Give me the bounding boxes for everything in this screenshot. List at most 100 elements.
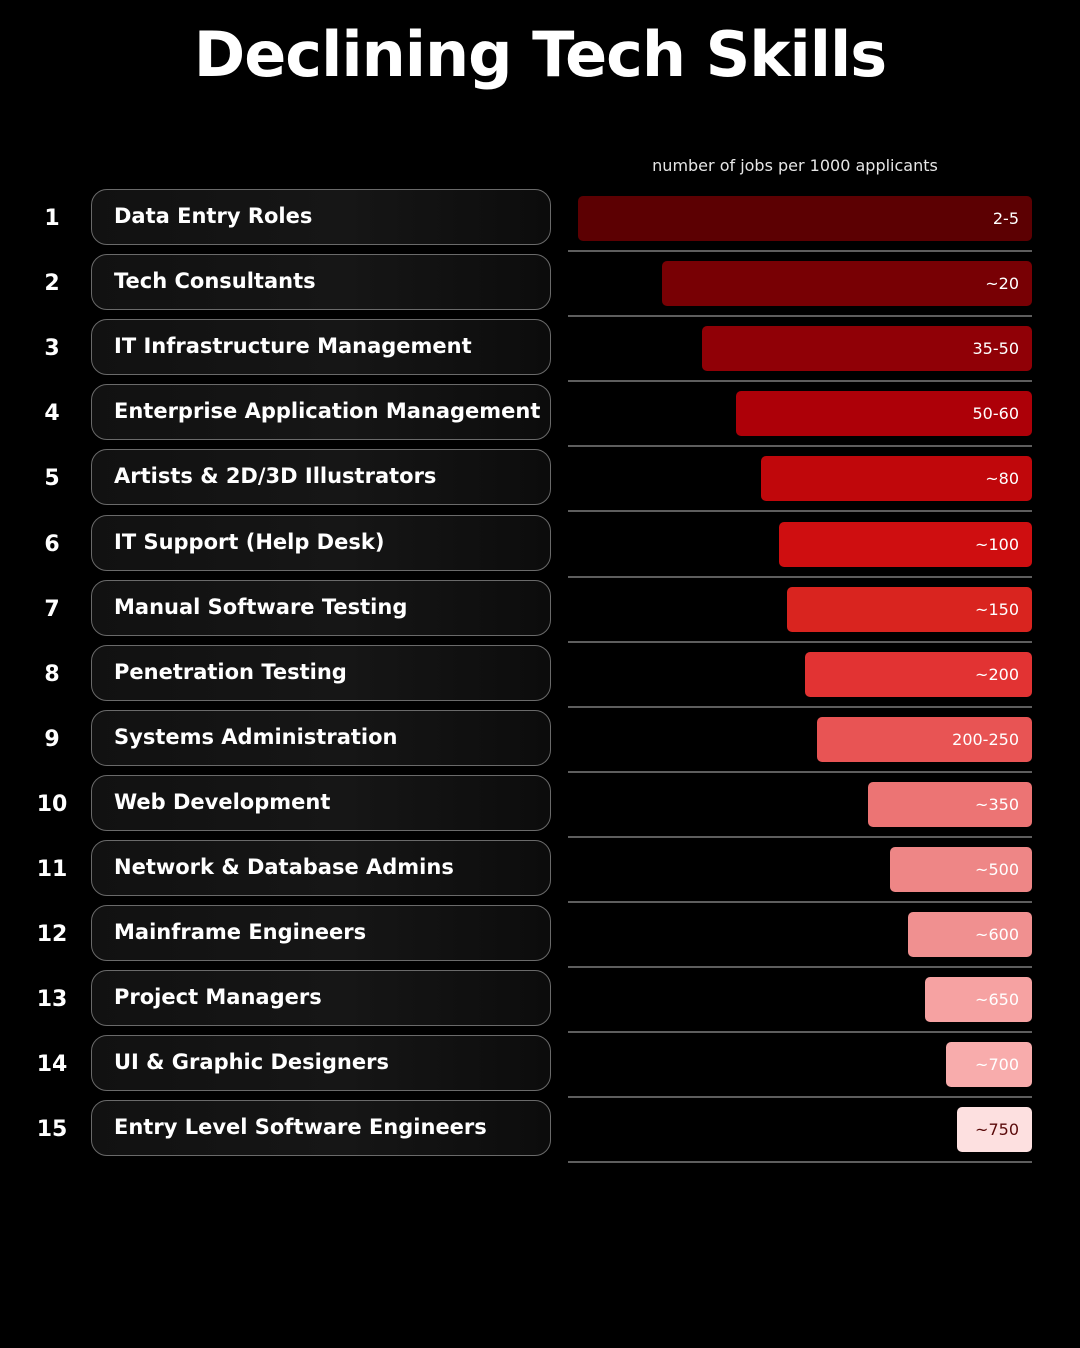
chart-row: 1 Data Entry Roles 2-5 <box>0 189 1080 254</box>
bar-value-label: 200-250 <box>952 729 1019 749</box>
category-pill: Penetration Testing <box>91 644 551 701</box>
chart-title: Declining Tech Skills <box>193 18 887 91</box>
category-label: Entry Level Software Engineers <box>114 1115 487 1140</box>
category-pill: IT Support (Help Desk) <box>91 514 551 571</box>
rank-number: 3 <box>44 336 60 362</box>
bar-baseline <box>568 380 1032 383</box>
bar-baseline <box>568 770 1032 773</box>
bar-baseline <box>568 1031 1032 1034</box>
bar-baseline <box>568 966 1032 969</box>
category-label: Data Entry Roles <box>114 204 313 228</box>
category-label: UI & Graphic Designers <box>114 1050 389 1075</box>
category-pill: Manual Software Testing <box>91 579 551 636</box>
bar-value-label: ~80 <box>985 469 1019 489</box>
bar-baseline <box>568 835 1032 838</box>
category-label: Tech Consultants <box>114 269 316 294</box>
bar-baseline <box>568 1096 1032 1099</box>
rank-number: 9 <box>44 726 60 752</box>
bar-value-label: 50-60 <box>972 404 1020 424</box>
bar: ~200 <box>805 651 1032 697</box>
bar: ~350 <box>868 781 1032 827</box>
category-label: Systems Administration <box>114 724 398 749</box>
category-pill: Systems Administration <box>91 709 551 766</box>
bar: ~80 <box>761 456 1032 502</box>
rank-number: 12 <box>36 922 68 948</box>
bar-value-label: ~200 <box>975 664 1019 684</box>
bar-baseline <box>568 705 1032 708</box>
category-label: Web Development <box>114 789 331 814</box>
category-label: Network & Database Admins <box>114 855 454 879</box>
bar: 35-50 <box>702 326 1032 372</box>
category-pill: Data Entry Roles <box>91 189 551 245</box>
category-pill: Enterprise Application Management <box>91 384 551 441</box>
bar-value-label: ~650 <box>975 990 1019 1010</box>
bar-baseline <box>568 315 1032 318</box>
bar-value-label: ~700 <box>975 1055 1019 1075</box>
bar: ~20 <box>662 261 1032 307</box>
bar-baseline <box>568 1161 1032 1164</box>
category-pill: Mainframe Engineers <box>91 905 551 962</box>
bar: ~500 <box>890 847 1032 892</box>
bar-value-label: ~100 <box>975 534 1019 554</box>
bar-value-label: ~150 <box>975 599 1019 619</box>
bar: 200-250 <box>817 716 1032 762</box>
chart-row: 9 Systems Administration 200-250 <box>0 709 1080 775</box>
rank-number: 11 <box>36 857 68 882</box>
bar-baseline <box>568 575 1032 578</box>
rank-number: 8 <box>44 661 60 687</box>
category-pill: Network & Database Admins <box>91 840 551 896</box>
bar-value-label: ~500 <box>975 860 1019 879</box>
chart-row: 13 Project Managers ~650 <box>0 970 1080 1035</box>
chart-row: 3 IT Infrastructure Management 35-50 <box>0 319 1080 384</box>
bar: ~150 <box>787 586 1032 632</box>
chart-row: 11 Network & Database Admins ~500 <box>0 840 1080 905</box>
bar-baseline <box>568 445 1032 448</box>
bar-baseline <box>568 640 1032 643</box>
bar: ~650 <box>925 977 1032 1023</box>
category-pill: UI & Graphic Designers <box>91 1035 551 1092</box>
chart-row: 14 UI & Graphic Designers ~700 <box>0 1035 1080 1100</box>
category-label: Project Managers <box>114 985 322 1010</box>
bar-value-label: ~350 <box>975 794 1019 814</box>
bar-value-label: ~600 <box>975 925 1019 945</box>
bar-baseline <box>568 901 1032 903</box>
chart-row: 15 Entry Level Software Engineers ~750 <box>0 1100 1080 1165</box>
chart-row: 10 Web Development ~350 <box>0 774 1080 840</box>
rank-number: 15 <box>36 1117 68 1143</box>
chart-row: 4 Enterprise Application Management 50-60 <box>0 384 1080 449</box>
chart-row: 12 Mainframe Engineers ~600 <box>0 905 1080 970</box>
rank-number: 7 <box>44 596 60 622</box>
category-pill: Project Managers <box>91 970 551 1027</box>
bar-value-label: ~20 <box>985 274 1019 294</box>
bar: 50-60 <box>736 391 1032 437</box>
category-label: IT Support (Help Desk) <box>114 529 385 554</box>
bar: ~750 <box>957 1107 1032 1153</box>
category-pill: IT Infrastructure Management <box>91 319 551 376</box>
rank-number: 2 <box>44 271 60 297</box>
category-label: Enterprise Application Management <box>114 399 541 424</box>
bar: ~700 <box>946 1042 1032 1088</box>
category-pill: Web Development <box>91 774 551 831</box>
rank-number: 4 <box>44 401 60 427</box>
rank-number: 14 <box>36 1052 68 1078</box>
bar-baseline <box>568 250 1032 252</box>
bar: ~100 <box>779 521 1032 567</box>
rank-number: 1 <box>44 206 60 231</box>
bar: ~600 <box>908 912 1032 958</box>
bar-value-label: 2-5 <box>992 209 1019 228</box>
chart-row: 5 Artists & 2D/3D Illustrators ~80 <box>0 449 1080 514</box>
bar-value-label: ~750 <box>975 1120 1019 1140</box>
category-label: Artists & 2D/3D Illustrators <box>114 464 437 489</box>
category-label: Manual Software Testing <box>114 594 408 619</box>
bar-value-label: 35-50 <box>972 339 1020 359</box>
category-pill: Artists & 2D/3D Illustrators <box>91 449 551 506</box>
x-axis-label: number of jobs per 1000 applicants <box>652 156 938 175</box>
chart-row: 7 Manual Software Testing ~150 <box>0 579 1080 645</box>
category-pill: Tech Consultants <box>91 254 551 311</box>
chart-row: 6 IT Support (Help Desk) ~100 <box>0 514 1080 580</box>
category-label: Mainframe Engineers <box>114 920 367 945</box>
bar-baseline <box>568 510 1032 513</box>
rank-number: 10 <box>36 791 68 817</box>
rank-number: 13 <box>36 987 68 1013</box>
category-label: Penetration Testing <box>114 659 347 684</box>
